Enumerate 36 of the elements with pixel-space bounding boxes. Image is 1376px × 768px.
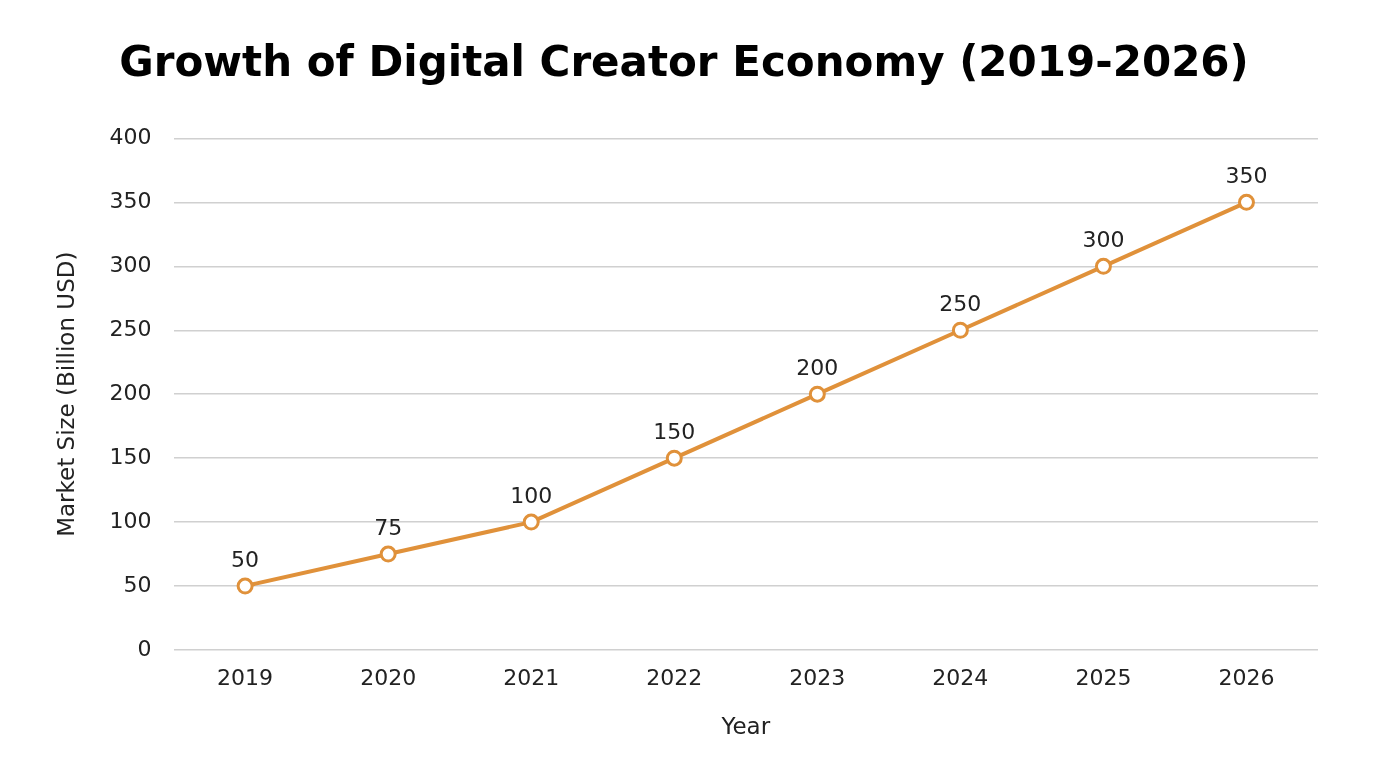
data-label: 250 xyxy=(939,290,982,316)
data-label: 150 xyxy=(653,418,696,444)
y-axis-title: Market Size (Billion USD) xyxy=(52,251,79,537)
y-tick-label: 200 xyxy=(109,379,152,405)
data-label: 75 xyxy=(374,514,403,540)
y-tick-label: 350 xyxy=(109,188,152,214)
chart-title: Growth of Digital Creator Economy (2019-2026) xyxy=(119,37,1249,87)
data-label: 300 xyxy=(1082,227,1125,253)
point xyxy=(951,321,969,339)
y-tick-label: 150 xyxy=(109,443,152,469)
point xyxy=(236,577,254,595)
x-tick-label: 2019 xyxy=(217,664,274,690)
x-tick-label: 2023 xyxy=(789,664,846,690)
point xyxy=(379,545,397,563)
data-label: 350 xyxy=(1225,163,1268,189)
point xyxy=(808,385,826,403)
point xyxy=(1237,193,1255,211)
y-tick-label: 250 xyxy=(109,315,152,341)
x-axis-title: Year xyxy=(720,713,771,740)
y-tick-label: 300 xyxy=(109,252,152,278)
x-tick-label: 2026 xyxy=(1218,664,1275,690)
y-tick-label: 400 xyxy=(109,124,152,150)
point xyxy=(522,513,540,531)
data-label: 50 xyxy=(231,546,260,572)
y-tick-label: 0 xyxy=(137,635,152,661)
point xyxy=(1094,257,1112,275)
y-tick-label: 100 xyxy=(109,507,152,533)
data-label: 100 xyxy=(510,482,553,508)
x-tick-label: 2022 xyxy=(646,664,703,690)
point xyxy=(665,449,683,467)
y-tick-label: 50 xyxy=(123,571,152,597)
x-tick-label: 2025 xyxy=(1075,664,1132,690)
x-tick-label: 2021 xyxy=(503,664,560,690)
data-label: 200 xyxy=(796,354,839,380)
x-tick-label: 2020 xyxy=(360,664,417,690)
x-tick-label: 2024 xyxy=(932,664,989,690)
